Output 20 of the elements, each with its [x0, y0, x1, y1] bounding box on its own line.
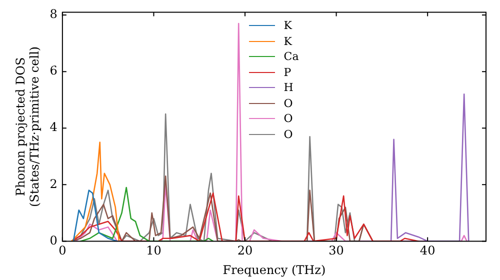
- legend-label: K: [284, 18, 292, 34]
- y-tick-label: 6: [50, 64, 58, 78]
- x-tick-label: 30: [328, 244, 344, 258]
- legend-label: O: [284, 96, 293, 112]
- x-tick-label: 10: [146, 244, 162, 258]
- y-tick-label: 4: [50, 120, 58, 134]
- y-axis-title: Phonon projected DOS (States/THz·primitive cell): [13, 46, 42, 208]
- y-tick-label: 8: [50, 7, 58, 22]
- y-tick-label: 2: [50, 176, 58, 191]
- x-axis-title: Frequency (THz): [222, 262, 326, 277]
- legend-label: K: [284, 34, 292, 50]
- legend-label: O: [284, 111, 293, 127]
- x-tick-label: 40: [420, 244, 436, 258]
- y-tick-label: 0: [50, 233, 58, 248]
- legend-label: H: [284, 80, 294, 96]
- legend-label: P: [284, 64, 292, 80]
- x-tick-label: 0: [58, 244, 66, 258]
- legend-label: Ca: [284, 49, 299, 65]
- x-tick-label: 20: [237, 244, 253, 258]
- legend-label: O: [284, 126, 293, 142]
